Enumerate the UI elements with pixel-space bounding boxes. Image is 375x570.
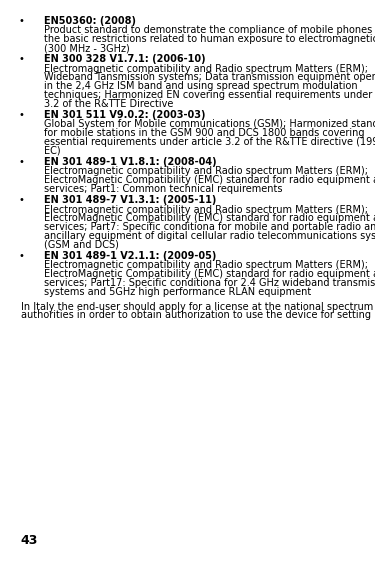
Text: •: •	[18, 110, 24, 120]
Text: Wideband Tansmission systems; Data transmission equipment operating: Wideband Tansmission systems; Data trans…	[44, 72, 375, 83]
Text: ancillary equipment of digital cellular radio telecommunications systems: ancillary equipment of digital cellular …	[44, 231, 375, 241]
Text: for mobile stations in the GSM 900 and DCS 1800 bands covering: for mobile stations in the GSM 900 and D…	[44, 128, 365, 139]
Text: Electromagnetic compatibility and Radio spectrum Matters (ERM);: Electromagnetic compatibility and Radio …	[44, 205, 368, 215]
Text: Global System for Mobile communications (GSM); Harmonized standard: Global System for Mobile communications …	[44, 119, 375, 129]
Text: EN 300 328 V1.7.1: (2006-10): EN 300 328 V1.7.1: (2006-10)	[44, 54, 206, 64]
Text: services; Part1: Common technical requirements: services; Part1: Common technical requir…	[44, 184, 283, 194]
Text: (300 MHz - 3GHz): (300 MHz - 3GHz)	[44, 43, 130, 53]
Text: •: •	[18, 195, 24, 205]
Text: •: •	[18, 251, 24, 261]
Text: EN 301 511 V9.0.2: (2003-03): EN 301 511 V9.0.2: (2003-03)	[44, 110, 206, 120]
Text: EN50360: (2008): EN50360: (2008)	[44, 16, 136, 26]
Text: Product standard to demonstrate the compliance of mobile phones with: Product standard to demonstrate the comp…	[44, 25, 375, 35]
Text: in the 2,4 GHz ISM band and using spread spectrum modulation: in the 2,4 GHz ISM band and using spread…	[44, 81, 358, 91]
Text: In Italy the end-user should apply for a license at the national spectrum: In Italy the end-user should apply for a…	[21, 302, 373, 312]
Text: services; Part7: Specific conditiona for mobile and portable radio and: services; Part7: Specific conditiona for…	[44, 222, 375, 233]
Text: ElectroMagnetic Compatibility (EMC) standard for radio equipment and: ElectroMagnetic Compatibility (EMC) stan…	[44, 175, 375, 185]
Text: Electromagnetic compatibility and Radio spectrum Matters (ERM);: Electromagnetic compatibility and Radio …	[44, 63, 368, 74]
Text: the basic restrictions related to human exposure to electromagnetic fields: the basic restrictions related to human …	[44, 34, 375, 44]
Text: authorities in order to obtain authorization to use the device for setting up: authorities in order to obtain authoriza…	[21, 310, 375, 320]
Text: •: •	[18, 54, 24, 64]
Text: systems and 5GHz high performance RLAN equipment: systems and 5GHz high performance RLAN e…	[44, 287, 312, 297]
Text: •: •	[18, 157, 24, 167]
Text: essential requirements under article 3.2 of the R&TTE directive (1999/5/: essential requirements under article 3.2…	[44, 137, 375, 147]
Text: EN 301 489-7 V1.3.1: (2005-11): EN 301 489-7 V1.3.1: (2005-11)	[44, 195, 217, 205]
Text: (GSM and DCS): (GSM and DCS)	[44, 240, 119, 250]
Text: Electromagnetic compatibility and Radio spectrum Matters (ERM);: Electromagnetic compatibility and Radio …	[44, 260, 368, 271]
Text: EC): EC)	[44, 146, 61, 156]
Text: •: •	[18, 16, 24, 26]
Text: services; Part17: Specific conditiona for 2.4 GHz wideband transmission: services; Part17: Specific conditiona fo…	[44, 278, 375, 288]
Text: 43: 43	[21, 534, 38, 547]
Text: 3.2 of the R&TTE Directive: 3.2 of the R&TTE Directive	[44, 99, 174, 109]
Text: Electromagnetic compatibility and Radio spectrum Matters (ERM);: Electromagnetic compatibility and Radio …	[44, 166, 368, 177]
Text: ElectroMagnetic Compatibility (EMC) standard for radio equipment and: ElectroMagnetic Compatibility (EMC) stan…	[44, 269, 375, 279]
Text: ElectroMagnetic Compatibility (EMC) standard for radio equipment and: ElectroMagnetic Compatibility (EMC) stan…	[44, 213, 375, 223]
Text: EN 301 489-1 V1.8.1: (2008-04): EN 301 489-1 V1.8.1: (2008-04)	[44, 157, 217, 167]
Text: techniques; Harmonized EN covering essential requirements under article: techniques; Harmonized EN covering essen…	[44, 90, 375, 100]
Text: EN 301 489-1 V2.1.1: (2009-05): EN 301 489-1 V2.1.1: (2009-05)	[44, 251, 217, 261]
